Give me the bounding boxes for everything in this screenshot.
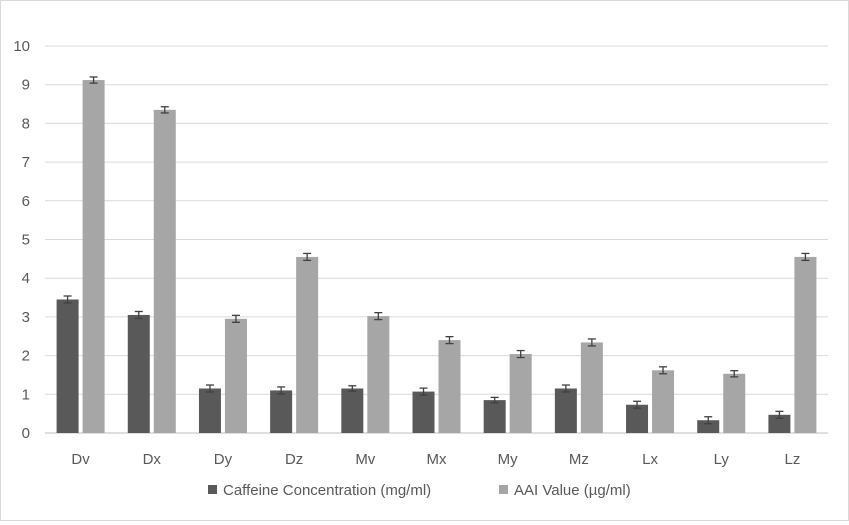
bar-mx-series-2 bbox=[438, 340, 461, 433]
error-bar bbox=[445, 335, 454, 345]
bar-dz-series-1 bbox=[270, 390, 293, 433]
bar-dy-series-1 bbox=[198, 388, 221, 433]
error-bar bbox=[490, 396, 499, 404]
bar-dx-series-2 bbox=[153, 109, 176, 433]
y-tick-label: 9 bbox=[22, 77, 30, 94]
x-tick-label: Ly bbox=[714, 451, 730, 468]
bar-dv-series-2 bbox=[82, 80, 105, 433]
x-tick-label: Mz bbox=[569, 451, 589, 468]
x-tick-label: My bbox=[498, 451, 518, 468]
error-bar bbox=[659, 366, 668, 375]
bar-my-series-1 bbox=[483, 400, 506, 433]
error-bar bbox=[730, 370, 739, 378]
y-tick-label: 8 bbox=[22, 115, 30, 132]
bar-dz-series-2 bbox=[296, 256, 319, 433]
y-tick-label: 4 bbox=[22, 270, 30, 287]
error-bars bbox=[63, 76, 810, 425]
bar-dv-series-1 bbox=[56, 299, 79, 433]
error-bar bbox=[205, 384, 214, 393]
legend-item: AAI Value (µg/ml) bbox=[499, 482, 631, 499]
bar-mv-series-1 bbox=[341, 388, 364, 433]
y-tick-label: 6 bbox=[22, 193, 30, 210]
bar-dx-series-1 bbox=[127, 314, 150, 433]
x-tick-label: Dv bbox=[71, 451, 90, 468]
bar-mx-series-1 bbox=[412, 391, 435, 433]
error-bar bbox=[374, 311, 383, 321]
error-bar bbox=[516, 349, 525, 359]
error-bar bbox=[63, 295, 72, 304]
error-bar bbox=[231, 314, 240, 323]
error-bar bbox=[160, 106, 169, 114]
x-tick-label: Dx bbox=[143, 451, 162, 468]
error-bar bbox=[801, 252, 810, 262]
bar-lz-series-1 bbox=[768, 414, 791, 433]
error-bar bbox=[587, 338, 596, 347]
x-tick-label: Lz bbox=[784, 451, 800, 468]
error-bar bbox=[348, 385, 357, 392]
bar-ly-series-1 bbox=[697, 420, 720, 433]
y-tick-label: 0 bbox=[22, 425, 30, 442]
bar-ly-series-2 bbox=[723, 373, 746, 433]
x-tick-label: Mv bbox=[355, 451, 375, 468]
legend-swatch bbox=[499, 485, 508, 494]
y-tick-label: 7 bbox=[22, 154, 30, 171]
bar-my-series-2 bbox=[509, 354, 532, 433]
bar-lx-series-1 bbox=[626, 404, 649, 433]
error-bar bbox=[134, 310, 143, 320]
legend-label: AAI Value (µg/ml) bbox=[514, 482, 631, 499]
bar-mz-series-2 bbox=[580, 342, 603, 433]
error-bar bbox=[704, 416, 713, 425]
y-tick-label: 3 bbox=[22, 309, 30, 326]
error-bar bbox=[419, 387, 428, 396]
error-bar bbox=[775, 410, 784, 419]
y-tick-label: 2 bbox=[22, 348, 30, 365]
error-bar bbox=[303, 252, 312, 262]
legend-swatch bbox=[208, 485, 217, 494]
legend-item: Caffeine Concentration (mg/ml) bbox=[208, 482, 431, 499]
error-bar bbox=[561, 384, 570, 393]
x-tick-label: Dz bbox=[285, 451, 303, 468]
y-axis-ticks: 0 1 2 3 4 5 6 7 8 9 10 bbox=[13, 38, 30, 442]
y-tick-label: 10 bbox=[13, 38, 30, 55]
legend: Caffeine Concentration (mg/ml) AAI Value … bbox=[208, 482, 631, 499]
x-tick-label: Mx bbox=[427, 451, 447, 468]
bar-lz-series-2 bbox=[794, 256, 817, 433]
error-bar bbox=[277, 386, 286, 395]
x-tick-label: Dy bbox=[214, 451, 233, 468]
legend-label: Caffeine Concentration (mg/ml) bbox=[223, 482, 431, 499]
bars bbox=[56, 80, 817, 433]
bar-mz-series-1 bbox=[554, 388, 577, 433]
y-tick-label: 1 bbox=[22, 386, 30, 403]
x-axis-ticks: Dv Dx Dy Dz Mv Mx My Mz Lx Ly Lz bbox=[71, 451, 800, 468]
y-tick-label: 5 bbox=[22, 232, 30, 249]
error-bar bbox=[633, 400, 642, 409]
bar-mv-series-2 bbox=[367, 316, 390, 433]
bar-dy-series-2 bbox=[224, 318, 247, 433]
x-tick-label: Lx bbox=[642, 451, 658, 468]
bar-lx-series-2 bbox=[652, 370, 675, 433]
error-bar bbox=[89, 76, 98, 84]
